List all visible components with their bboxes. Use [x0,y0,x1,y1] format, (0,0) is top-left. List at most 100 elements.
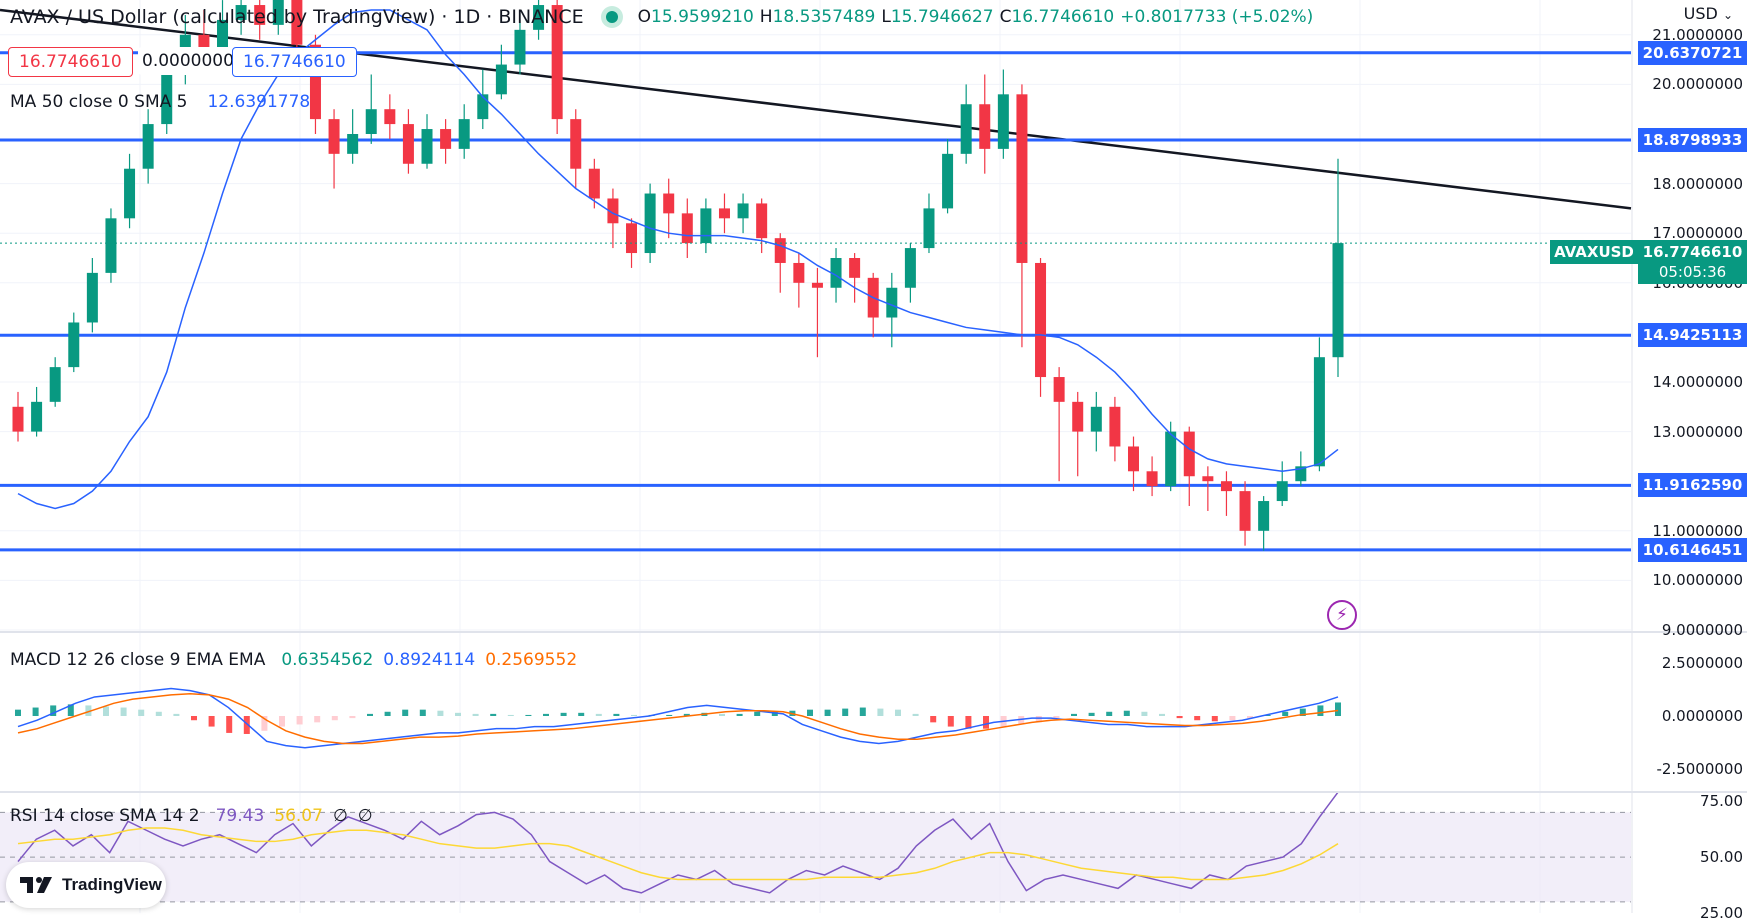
rsi-axis-tick: 50.00 [1700,848,1743,867]
last-price-value: 16.7746610 [1642,243,1743,261]
candle-body [272,0,284,25]
macd-histogram-bar [384,711,391,716]
macd-signal-value: 0.2569552 [485,650,578,670]
candle-body [1165,431,1177,487]
candle-body [1202,476,1214,482]
rsi-extra-2: ∅ [357,806,373,826]
price-axis-tick: 9.0000000 [1661,621,1743,639]
macd-histogram-bar [771,711,778,716]
macd-histogram-bar [736,713,743,716]
macd-histogram-bar [419,709,426,716]
macd-legend[interactable]: MACD 12 26 close 9 EMA EMA 0.6354562 0.8… [10,650,583,670]
macd-histogram-bar [437,710,444,716]
macd-histogram-bar [472,713,479,716]
macd-histogram-bar [120,707,127,716]
macd-histogram-bar [1264,714,1271,716]
macd-histogram-bar [455,712,461,716]
candle-body [718,208,730,219]
macd-histogram-bar [490,713,497,716]
open-label: O [637,7,652,27]
candle-body [979,104,991,149]
rsi-axis-tick: 25.00 [1700,904,1743,922]
candle-body [793,262,805,283]
spread-value: 0.0000000 [138,47,238,75]
high-label: H [759,7,773,27]
sell-button[interactable]: 16.7746610 [8,47,133,77]
tradingview-logo[interactable]: TradingView [6,862,166,908]
macd-histogram-bar [314,716,321,723]
signal-line [17,693,1339,745]
candle-body [365,109,377,134]
candle-body [1016,94,1028,263]
trendline [0,8,1632,210]
lightning-icon[interactable]: ⚡ [1327,600,1357,630]
candle-body [830,258,842,288]
macd-histogram-bar [243,716,250,734]
macd-axis-tick: 0.0000000 [1661,707,1743,725]
candle-body [849,258,861,278]
level-price-tag: 10.6146451 [1638,537,1747,562]
macd-histogram-bar [349,716,356,719]
candle-body [421,129,433,164]
price-axis-tick: 20.0000000 [1652,75,1743,94]
candle-body [756,203,768,239]
candle-body [12,406,24,432]
price-axis-tick: 11.0000000 [1652,521,1743,540]
price-axis-tick: 21.0000000 [1652,25,1743,44]
candle-body [1035,262,1047,378]
macd-histogram-bar [578,712,585,716]
candle-body [1276,481,1288,502]
candle-body [384,109,396,125]
macd-histogram-bar [367,713,373,716]
rsi-legend[interactable]: RSI 14 close SMA 14 2 79.43 56.07 ∅ ∅ [10,806,379,826]
candle-body [291,0,303,45]
rsi-axis-tick: 75.00 [1700,792,1743,811]
macd-histogram-bar [507,714,514,716]
macd-histogram-bar [1176,716,1183,719]
macd-histogram-bar [296,716,303,725]
candle-body [886,287,898,318]
macd-histogram-bar [1088,712,1095,716]
candle-body [1313,357,1325,467]
price-pane [0,0,1632,552]
candle-body [1295,466,1307,482]
candle-body [1220,481,1232,492]
rsi-value: 79.43 [215,806,265,826]
buy-button[interactable]: 16.7746610 [232,47,357,77]
candle-body [997,94,1009,149]
symbol-title[interactable]: AVAX / US Dollar (calculated by TradingV… [10,6,584,28]
macd-histogram-bar [1317,705,1324,716]
macd-line [17,687,1339,749]
rsi-line [17,791,1339,894]
macd-axis-tick: 2.5000000 [1661,654,1743,673]
candle-body [49,367,61,402]
macd-histogram-bar [261,716,268,731]
ma-legend[interactable]: MA 50 close 0 SMA 5 12.6391778 [10,92,316,112]
macd-histogram-bar [331,716,338,721]
macd-histogram-bar [67,704,74,716]
macd-histogram-bar [560,712,567,716]
last-price-tag: 16.7746610 05:05:36 [1638,240,1747,284]
macd-histogram-bar [983,716,989,729]
price-axis-tick: 10.0000000 [1652,571,1743,590]
macd-histogram-bar [279,716,285,727]
macd-histogram-bar [226,716,233,733]
macd-histogram-bar [191,716,197,721]
currency-menu[interactable]: USD ⌄ [1684,4,1733,23]
macd-histogram-bar [965,716,972,729]
macd-histogram-bar [138,709,145,716]
grid [0,0,1631,913]
macd-histogram-bar [683,713,690,716]
level-price-tag: 14.9425113 [1638,323,1747,348]
candle-body [1332,243,1344,358]
candle-body [533,5,545,30]
candle-body [254,5,266,25]
macd-histogram-bar [1194,716,1201,721]
macd-histogram-bar [50,705,57,716]
candle-body [86,272,98,323]
candle-body [681,213,693,244]
macd-line-value: 0.8924114 [383,650,476,670]
macd-histogram-bar [525,714,532,716]
macd-histogram-bar [173,713,180,716]
